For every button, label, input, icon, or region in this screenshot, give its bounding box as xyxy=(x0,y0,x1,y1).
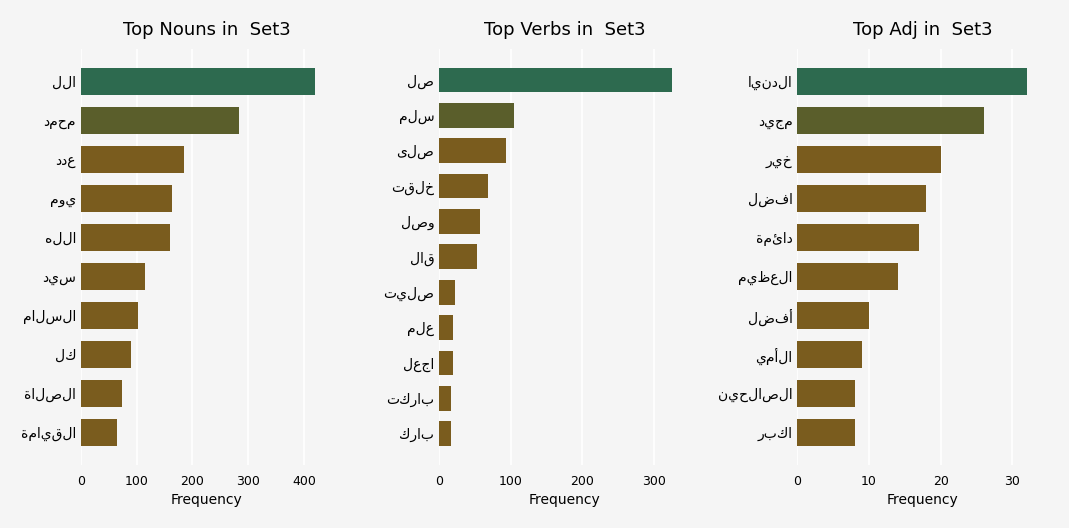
Bar xyxy=(81,301,138,329)
Bar xyxy=(797,68,1026,95)
Bar xyxy=(439,351,453,375)
Bar xyxy=(797,224,919,251)
Bar xyxy=(81,262,145,290)
Bar xyxy=(797,146,941,173)
Bar xyxy=(439,280,455,305)
Bar xyxy=(797,419,854,446)
Bar xyxy=(797,341,862,368)
Bar xyxy=(797,185,927,212)
Bar xyxy=(439,386,451,411)
Bar xyxy=(439,174,487,199)
Bar xyxy=(439,315,453,340)
Bar xyxy=(81,185,172,212)
Bar xyxy=(797,107,983,134)
Bar xyxy=(439,421,450,446)
Bar xyxy=(439,209,480,234)
Bar xyxy=(797,262,898,290)
Bar xyxy=(81,224,170,251)
Bar xyxy=(797,301,869,329)
Bar xyxy=(439,138,506,163)
Title: Top Adj in  Set3: Top Adj in Set3 xyxy=(853,21,992,39)
Bar xyxy=(439,68,672,92)
Bar xyxy=(81,68,315,95)
Title: Top Nouns in  Set3: Top Nouns in Set3 xyxy=(123,21,291,39)
Bar xyxy=(81,107,238,134)
X-axis label: Frequency: Frequency xyxy=(887,493,959,507)
Bar xyxy=(81,419,118,446)
Bar xyxy=(81,380,122,407)
Bar xyxy=(439,244,477,269)
Bar xyxy=(81,341,131,368)
X-axis label: Frequency: Frequency xyxy=(171,493,243,507)
Bar xyxy=(439,103,514,128)
Bar xyxy=(797,380,854,407)
Title: Top Verbs in  Set3: Top Verbs in Set3 xyxy=(484,21,646,39)
X-axis label: Frequency: Frequency xyxy=(529,493,601,507)
Bar xyxy=(81,146,184,173)
